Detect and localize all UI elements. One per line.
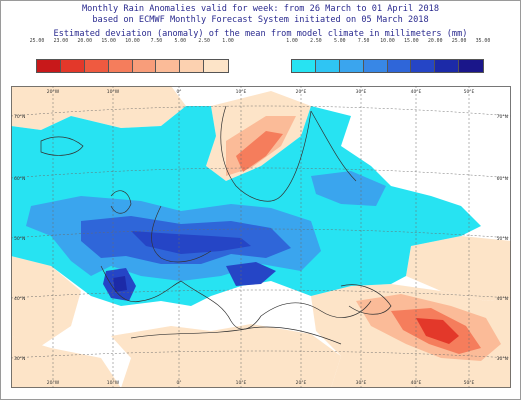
legend-swatch bbox=[459, 60, 483, 72]
legend-swatch bbox=[108, 60, 133, 72]
legend-swatch bbox=[435, 60, 460, 72]
latitude-label: 60°N bbox=[14, 176, 25, 182]
wet-field-baltic bbox=[311, 171, 386, 206]
dry-field-east bbox=[406, 236, 511, 301]
longitude-label: 10°W bbox=[107, 380, 120, 386]
latitude-label: 30°N bbox=[497, 356, 508, 362]
legend-wet-labels: 1.00 2.50 5.00 7.50 10.00 15.00 20.00 25.00 35.0… bbox=[286, 39, 490, 47]
longitude-label: 50°E bbox=[464, 380, 475, 386]
coastlines bbox=[40, 105, 392, 345]
latitude-label: 70°N bbox=[14, 114, 25, 120]
legend-tick-label: 2.50 bbox=[198, 39, 210, 44]
legend-dry-labels: 25.00 23.00 20.00 15.00 10.00 7.50 5.00 2.50 1.0… bbox=[30, 39, 234, 47]
dry-field-atlantic-north bbox=[11, 86, 186, 130]
longitude-label: 20°E bbox=[296, 89, 307, 95]
longitude-label: 10°E bbox=[236, 89, 247, 95]
longitude-label: 20°W bbox=[47, 380, 60, 386]
dry-field-scandinavia-core bbox=[236, 131, 283, 172]
longitude-label: 0° bbox=[176, 380, 181, 386]
latitude-label: 40°N bbox=[497, 296, 508, 302]
legend-tick-label: 7.50 bbox=[357, 39, 370, 44]
legend-tick-label: 1.00 bbox=[286, 39, 298, 44]
longitude-label: 40°E bbox=[411, 380, 422, 386]
map-graticule bbox=[11, 86, 511, 388]
legend-dry-colorbar bbox=[36, 59, 229, 73]
legend-tick-label: 25.00 bbox=[29, 39, 45, 44]
wet-field-alps bbox=[226, 262, 276, 286]
wet-field-europe-peak bbox=[131, 231, 251, 254]
legend-swatch bbox=[204, 60, 228, 72]
legend-tick-label: 7.50 bbox=[150, 39, 163, 44]
legend-tick-label: 25.00 bbox=[451, 39, 467, 44]
longitude-label: 30°E bbox=[356, 89, 367, 95]
legend-tick-label: 10.00 bbox=[380, 39, 395, 44]
longitude-label: 40°E bbox=[411, 89, 422, 95]
legend-swatch bbox=[339, 60, 364, 72]
legend-swatch bbox=[156, 60, 181, 72]
latitude-label: 60°N bbox=[497, 176, 508, 182]
dry-field-middle-east-peak bbox=[416, 318, 459, 344]
dry-field-south-atlantic bbox=[11, 336, 121, 388]
longitude-label: 10°E bbox=[236, 380, 247, 386]
legend-tick-label: 10.00 bbox=[125, 39, 140, 44]
legend-swatch bbox=[84, 60, 109, 72]
legend-swatch bbox=[180, 60, 205, 72]
wet-field-iberia-core bbox=[113, 276, 127, 292]
longitude-label: 20°W bbox=[47, 89, 60, 95]
legend-tick-label: 2.50 bbox=[310, 39, 322, 44]
latitude-label: 30°N bbox=[14, 356, 25, 362]
legend-swatch bbox=[60, 60, 85, 72]
legend-dry-anomalies: 25.00 23.00 20.00 15.00 10.00 7.50 5.00 2.50 1.0… bbox=[30, 39, 234, 73]
latitude-labels: 70°N 70°N 60°N 60°N 50°N 50°N 40°N 40°N 30°N 30°N bbox=[14, 114, 508, 362]
latitude-label: 70°N bbox=[497, 114, 508, 120]
legend-tick-label: 5.00 bbox=[174, 39, 187, 44]
legend-swatch bbox=[315, 60, 340, 72]
latitude-label: 40°N bbox=[14, 296, 25, 302]
longitude-label: 0° bbox=[176, 89, 181, 95]
title-line-1: Monthly Rain Anomalies valid for week: f… bbox=[82, 4, 439, 14]
dry-field-north-africa bbox=[111, 324, 341, 388]
legend-tick-label: 20.00 bbox=[77, 39, 92, 44]
title-line-3: Estimated deviation (anomaly) of the mea… bbox=[53, 29, 468, 39]
legend-swatch bbox=[132, 60, 157, 72]
legend-swatch bbox=[292, 60, 316, 72]
legend-swatch bbox=[387, 60, 412, 72]
longitude-label: 30°E bbox=[356, 380, 367, 386]
legend-tick-label: 23.00 bbox=[53, 39, 69, 44]
legend-wet-colorbar bbox=[291, 59, 484, 73]
legend-swatch bbox=[37, 60, 61, 72]
legend-tick-label: 15.00 bbox=[101, 39, 116, 44]
longitude-label: 50°E bbox=[464, 89, 475, 95]
legend-swatch bbox=[363, 60, 388, 72]
title-line-2: based on ECMWF Monthly Forecast System i… bbox=[92, 15, 429, 25]
legend-tick-label: 35.00 bbox=[475, 39, 491, 44]
longitude-label: 10°W bbox=[107, 89, 120, 95]
latitude-label: 50°N bbox=[14, 236, 25, 242]
dry-field-west bbox=[11, 256, 81, 346]
anomaly-map: 20°W 20°W 10°W 10°W 0° 0° 10°E 10°E 20°E 20°E 30°E… bbox=[11, 86, 511, 388]
longitude-labels: 20°W 20°W 10°W 10°W 0° 0° 10°E 10°E 20°E 20°E 30°E… bbox=[47, 89, 475, 386]
map-border bbox=[11, 86, 511, 388]
latitude-label: 50°N bbox=[497, 236, 508, 242]
legend-swatch bbox=[411, 60, 436, 72]
legend-tick-label: 1.00 bbox=[222, 39, 234, 44]
legend-tick-label: 20.00 bbox=[428, 39, 443, 44]
legend-tick-label: 5.00 bbox=[333, 39, 346, 44]
legend-wet-anomalies: 1.00 2.50 5.00 7.50 10.00 15.00 20.00 25.00 35.0… bbox=[286, 39, 490, 73]
longitude-label: 20°E bbox=[296, 380, 307, 386]
legend-tick-label: 15.00 bbox=[404, 39, 419, 44]
